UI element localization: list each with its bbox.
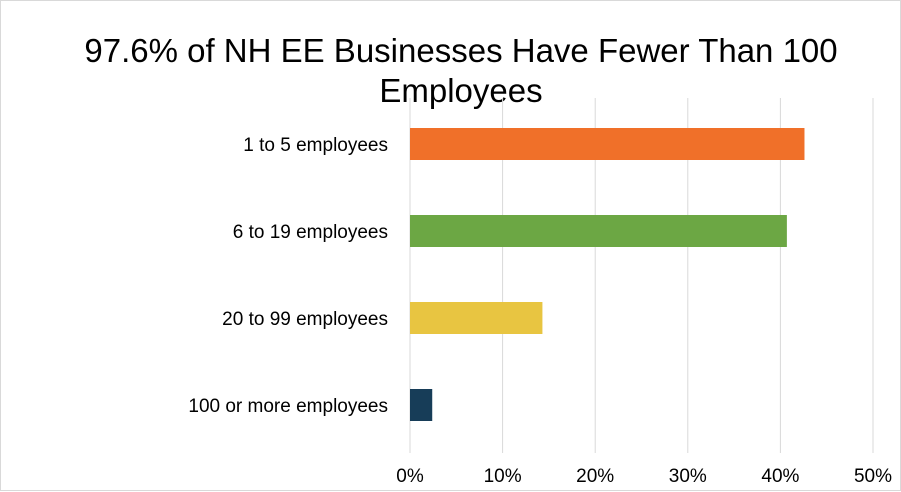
x-tick-label: 10%: [484, 466, 522, 487]
bars: [410, 128, 805, 421]
category-label: 1 to 5 employees: [243, 135, 388, 156]
category-label: 6 to 19 employees: [233, 222, 388, 243]
x-tick-label: 20%: [576, 466, 614, 487]
category-labels: 1 to 5 employees 6 to 19 employees 20 to 9…: [188, 135, 388, 417]
bar: [410, 215, 787, 247]
bar: [410, 389, 433, 421]
x-axis-tick-labels: 0% 10% 20% 30% 40% 50%: [396, 466, 892, 487]
x-tick-label: 0%: [396, 466, 424, 487]
bar: [410, 302, 543, 334]
x-tick-label: 50%: [854, 466, 892, 487]
x-tick-label: 30%: [669, 466, 707, 487]
x-tick-label: 40%: [761, 466, 799, 487]
chart-title: 97.6% of NH EE Businesses Have Fewer Tha…: [84, 32, 838, 109]
category-label: 20 to 99 employees: [222, 309, 388, 330]
bar: [410, 128, 805, 160]
category-label: 100 or more employees: [188, 396, 388, 417]
